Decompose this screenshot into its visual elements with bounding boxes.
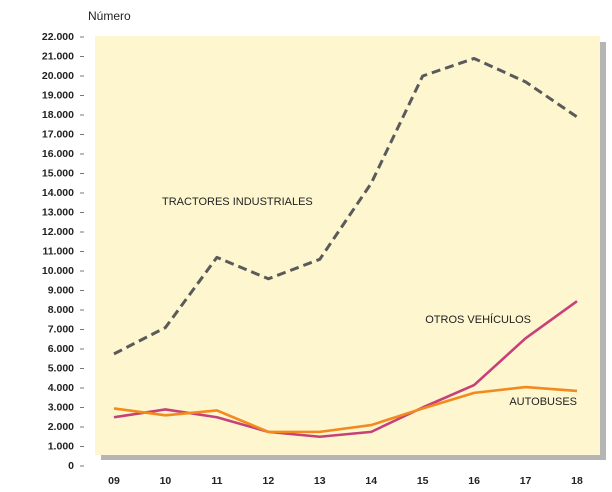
series-label: AUTOBUSES <box>509 396 577 408</box>
y-tick-label: 10.000 <box>42 265 74 277</box>
series-label: TRACTORES INDUSTRIALES <box>162 196 313 208</box>
x-tick-label: 15 <box>417 475 429 487</box>
y-tick-label: 21.000 <box>42 50 74 62</box>
x-tick-label: 09 <box>108 475 120 487</box>
y-tick-label: 13.000 <box>42 206 74 218</box>
y-tick-label: 6.000 <box>48 343 74 355</box>
y-tick-label: 16.000 <box>42 148 74 160</box>
x-tick-label: 16 <box>468 475 480 487</box>
y-tick-label: 15.000 <box>42 167 74 179</box>
plot-area <box>95 36 600 455</box>
x-tick-label: 14 <box>365 475 377 487</box>
y-tick-label: 8.000 <box>48 304 74 316</box>
series-label: OTROS VEHÍCULOS <box>425 313 531 326</box>
y-tick-label: 22.000 <box>42 31 74 43</box>
y-tick-label: 19.000 <box>42 89 74 101</box>
y-tick-label: 20.000 <box>42 70 74 82</box>
y-tick-label: 18.000 <box>42 109 74 121</box>
y-tick-label: 9.000 <box>48 284 74 296</box>
x-tick-label: 10 <box>160 475 172 487</box>
y-tick-label: 17.000 <box>42 128 74 140</box>
y-tick-label: 3.000 <box>48 401 74 413</box>
y-tick-label: 5.000 <box>48 362 74 374</box>
series-line <box>113 385 578 434</box>
series-line <box>113 56 578 356</box>
y-tick-label: 14.000 <box>42 187 74 199</box>
y-tick-label: 7.000 <box>48 323 74 335</box>
y-tick-label: 2.000 <box>48 421 74 433</box>
x-tick-label: 11 <box>211 475 222 487</box>
x-tick-label: 12 <box>262 475 274 487</box>
y-tick-label: 4.000 <box>48 382 74 394</box>
x-tick-label: 17 <box>520 475 532 487</box>
x-tick-label: 13 <box>314 475 326 487</box>
x-tick-label: 18 <box>571 475 583 487</box>
y-axis-label: Número <box>88 9 131 23</box>
y-tick-label: 1.000 <box>48 440 74 452</box>
y-tick-label: 12.000 <box>42 226 74 238</box>
y-tick-label: 11.000 <box>42 245 74 257</box>
y-tick-label: 0 <box>68 460 74 472</box>
